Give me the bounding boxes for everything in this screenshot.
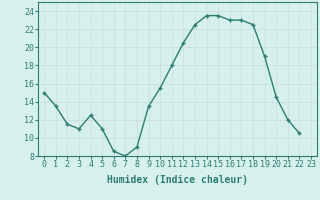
X-axis label: Humidex (Indice chaleur): Humidex (Indice chaleur) [107, 175, 248, 185]
